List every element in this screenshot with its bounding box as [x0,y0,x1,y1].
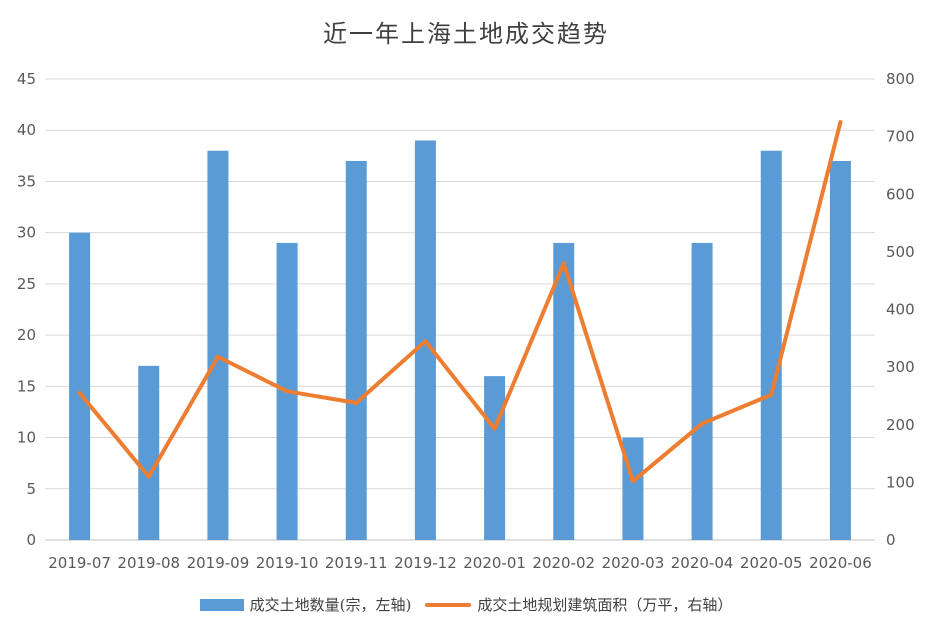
right-tick-label: 300 [886,358,915,376]
left-tick-label: 30 [17,224,36,242]
line-point[interactable] [423,339,428,344]
left-tick-label: 5 [26,480,36,498]
line-point[interactable] [285,389,290,394]
line-point[interactable] [838,120,843,125]
line-point[interactable] [354,400,359,405]
x-tick-label: 2020-04 [671,554,734,572]
legend-item-line[interactable]: 成交土地规划建筑面积（万平，右轴） [425,594,732,615]
left-tick-label: 40 [17,121,36,139]
x-axis-ticks: 2019-07 2019-08 2019-09 2019-10 2019-11 2019-… [48,554,872,572]
line-series-path [77,120,843,484]
bar[interactable] [69,232,91,540]
right-tick-label: 400 [886,301,915,319]
line-point[interactable] [492,426,497,431]
bar-series [69,140,851,540]
left-tick-label: 25 [17,275,36,293]
line-point[interactable] [769,392,774,397]
x-tick-label: 2019-09 [187,554,250,572]
x-tick-label: 2020-01 [463,554,526,572]
left-tick-label: 0 [26,531,36,549]
x-tick-label: 2019-12 [394,554,457,572]
left-tick-label: 20 [17,326,36,344]
x-tick-label: 2019-11 [325,554,388,572]
bar[interactable] [138,365,160,540]
x-tick-label: 2019-10 [256,554,319,572]
right-tick-label: 500 [886,243,915,261]
left-tick-label: 10 [17,429,36,447]
left-tick-label: 35 [17,172,36,190]
bar[interactable] [484,376,506,540]
left-axis-ticks: 0 5 10 15 20 25 30 35 40 45 [17,70,36,549]
line-point[interactable] [146,474,151,479]
line-point[interactable] [77,391,82,396]
legend-swatch-line [425,602,472,607]
bar[interactable] [345,160,367,540]
right-tick-label: 800 [886,70,915,88]
line-point[interactable] [700,421,705,426]
x-tick-label: 2020-06 [809,554,872,572]
grid-lines [45,78,875,541]
x-tick-label: 2020-03 [602,554,665,572]
legend-label-bar: 成交土地数量(宗，左轴) [249,596,412,614]
bar[interactable] [760,150,782,540]
chart-title: 近一年上海土地成交趋势 [323,20,609,48]
x-tick-label: 2020-02 [532,554,595,572]
line-point[interactable] [215,354,220,359]
line-point[interactable] [630,479,635,484]
legend: 成交土地数量(宗，左轴) 成交土地规划建筑面积（万平，右轴） [0,594,932,615]
bar[interactable] [829,160,851,540]
right-tick-label: 0 [886,531,896,549]
right-axis-ticks: 0 100 200 300 400 500 600 700 800 [886,70,915,549]
right-tick-label: 700 [886,128,915,146]
right-tick-label: 200 [886,416,915,434]
line-point[interactable] [561,261,566,266]
x-tick-label: 2019-08 [117,554,180,572]
right-tick-label: 600 [886,185,915,203]
right-tick-label: 100 [886,473,915,491]
line-series [77,120,843,484]
left-tick-label: 15 [17,377,36,395]
legend-item-bar[interactable]: 成交土地数量(宗，左轴) [199,594,412,615]
bar[interactable] [207,150,229,540]
bar[interactable] [553,242,575,540]
bar[interactable] [691,242,713,540]
x-tick-label: 2020-05 [740,554,803,572]
legend-label-line: 成交土地规划建筑面积（万平，右轴） [477,596,733,614]
legend-swatch-bar [199,598,244,611]
x-tick-label: 2019-07 [48,554,111,572]
left-tick-label: 45 [17,70,36,88]
